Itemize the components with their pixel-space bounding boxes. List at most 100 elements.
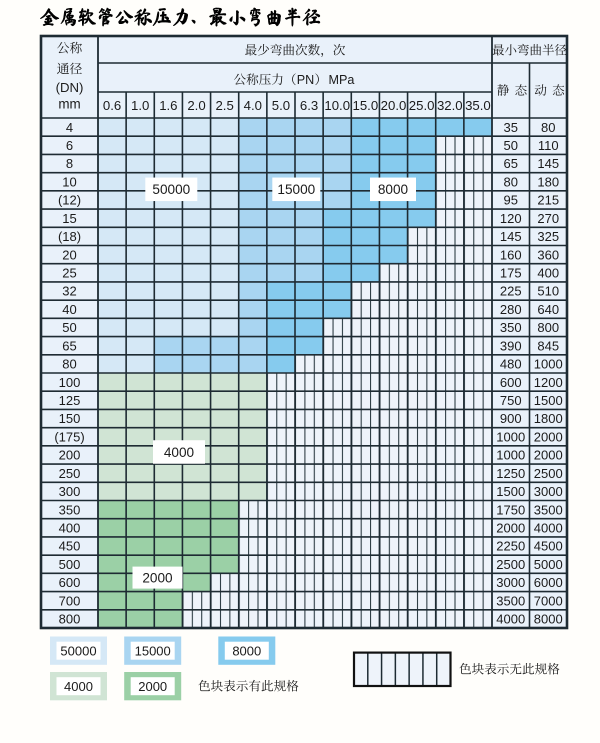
- svg-text:mm: mm: [58, 97, 80, 112]
- svg-text:80: 80: [541, 120, 555, 135]
- svg-text:400: 400: [537, 266, 559, 281]
- svg-text:2.0: 2.0: [187, 98, 205, 113]
- svg-text:80: 80: [504, 174, 518, 189]
- svg-text:2000: 2000: [534, 429, 563, 444]
- svg-text:4000: 4000: [64, 679, 93, 694]
- svg-text:480: 480: [500, 357, 522, 372]
- svg-text:1200: 1200: [534, 375, 563, 390]
- svg-text:360: 360: [537, 247, 559, 262]
- svg-text:20: 20: [62, 247, 76, 262]
- svg-text:65: 65: [504, 156, 518, 171]
- svg-text:300: 300: [59, 484, 81, 499]
- svg-text:145: 145: [537, 156, 559, 171]
- svg-text:2000: 2000: [496, 521, 525, 536]
- svg-text:250: 250: [59, 466, 81, 481]
- svg-text:10: 10: [62, 174, 76, 189]
- svg-text:3000: 3000: [534, 484, 563, 499]
- svg-text:10.0: 10.0: [324, 98, 350, 113]
- svg-text:800: 800: [537, 320, 559, 335]
- svg-text:125: 125: [59, 393, 81, 408]
- svg-text:50: 50: [62, 320, 76, 335]
- svg-text:3500: 3500: [496, 593, 525, 608]
- svg-text:5.0: 5.0: [272, 98, 290, 113]
- svg-text:1.0: 1.0: [131, 98, 149, 113]
- svg-text:1000: 1000: [496, 429, 525, 444]
- svg-text:5000: 5000: [534, 557, 563, 572]
- svg-text:900: 900: [500, 411, 522, 426]
- svg-text:325: 325: [537, 229, 559, 244]
- svg-text:32.0: 32.0: [437, 98, 463, 113]
- svg-text:4000: 4000: [164, 445, 195, 460]
- svg-text:7000: 7000: [534, 593, 563, 608]
- svg-text:8: 8: [66, 156, 73, 171]
- svg-text:600: 600: [59, 575, 81, 590]
- svg-text:3000: 3000: [496, 575, 525, 590]
- svg-text:8000: 8000: [378, 182, 409, 197]
- svg-text:(175): (175): [54, 429, 84, 444]
- svg-text:25.0: 25.0: [409, 98, 435, 113]
- svg-text:15000: 15000: [135, 643, 171, 658]
- svg-text:4000: 4000: [534, 521, 563, 536]
- svg-text:1.6: 1.6: [159, 98, 177, 113]
- svg-text:225: 225: [500, 284, 522, 299]
- svg-text:50000: 50000: [60, 643, 96, 658]
- svg-text:6: 6: [66, 138, 73, 153]
- svg-text:4000: 4000: [496, 612, 525, 627]
- svg-text:40: 40: [62, 302, 76, 317]
- svg-text:15.0: 15.0: [353, 98, 379, 113]
- svg-text:35: 35: [504, 120, 518, 135]
- svg-text:(18): (18): [58, 229, 81, 244]
- svg-text:845: 845: [537, 338, 559, 353]
- svg-text:6.3: 6.3: [300, 98, 318, 113]
- svg-text:4.0: 4.0: [244, 98, 262, 113]
- svg-text:390: 390: [500, 338, 522, 353]
- svg-text:350: 350: [500, 320, 522, 335]
- svg-text:150: 150: [59, 411, 81, 426]
- svg-text:2250: 2250: [496, 539, 525, 554]
- svg-text:(DN): (DN): [56, 80, 84, 95]
- svg-text:95: 95: [504, 193, 518, 208]
- svg-text:110: 110: [538, 138, 559, 153]
- svg-text:4: 4: [66, 120, 73, 135]
- svg-text:PN: PN: [297, 73, 315, 87]
- svg-text:35.0: 35.0: [465, 98, 491, 113]
- svg-text:50: 50: [504, 138, 518, 153]
- svg-text:80: 80: [62, 357, 76, 372]
- svg-text:1250: 1250: [496, 466, 525, 481]
- svg-text:750: 750: [500, 393, 522, 408]
- svg-text:180: 180: [537, 174, 559, 189]
- svg-text:1750: 1750: [496, 502, 525, 517]
- svg-text:640: 640: [537, 302, 559, 317]
- svg-text:8000: 8000: [232, 643, 261, 658]
- svg-text:32: 32: [62, 284, 76, 299]
- svg-text:1500: 1500: [534, 393, 563, 408]
- svg-text:25: 25: [62, 266, 76, 281]
- svg-text:2500: 2500: [534, 466, 563, 481]
- svg-text:145: 145: [500, 229, 522, 244]
- svg-text:2000: 2000: [534, 448, 563, 463]
- svg-text:1000: 1000: [534, 357, 563, 372]
- svg-text:270: 270: [537, 211, 559, 226]
- svg-text:100: 100: [59, 375, 81, 390]
- svg-text:510: 510: [537, 284, 559, 299]
- svg-text:4500: 4500: [534, 539, 563, 554]
- svg-text:800: 800: [59, 612, 81, 627]
- svg-text:700: 700: [59, 593, 81, 608]
- svg-text:2.5: 2.5: [215, 98, 233, 113]
- svg-text:215: 215: [537, 193, 559, 208]
- svg-text:1500: 1500: [496, 484, 525, 499]
- svg-text:160: 160: [500, 247, 522, 262]
- svg-text:(12): (12): [58, 193, 81, 208]
- svg-text:120: 120: [500, 211, 522, 226]
- svg-text:20.0: 20.0: [381, 98, 407, 113]
- svg-text:8000: 8000: [534, 612, 563, 627]
- svg-text:15000: 15000: [277, 182, 315, 197]
- svg-text:1000: 1000: [496, 448, 525, 463]
- svg-text:0.6: 0.6: [103, 98, 121, 113]
- svg-text:MPa: MPa: [329, 73, 355, 87]
- svg-text:400: 400: [59, 521, 81, 536]
- svg-text:500: 500: [59, 557, 81, 572]
- svg-text:200: 200: [59, 448, 81, 463]
- svg-text:1800: 1800: [534, 411, 563, 426]
- svg-text:3500: 3500: [534, 502, 563, 517]
